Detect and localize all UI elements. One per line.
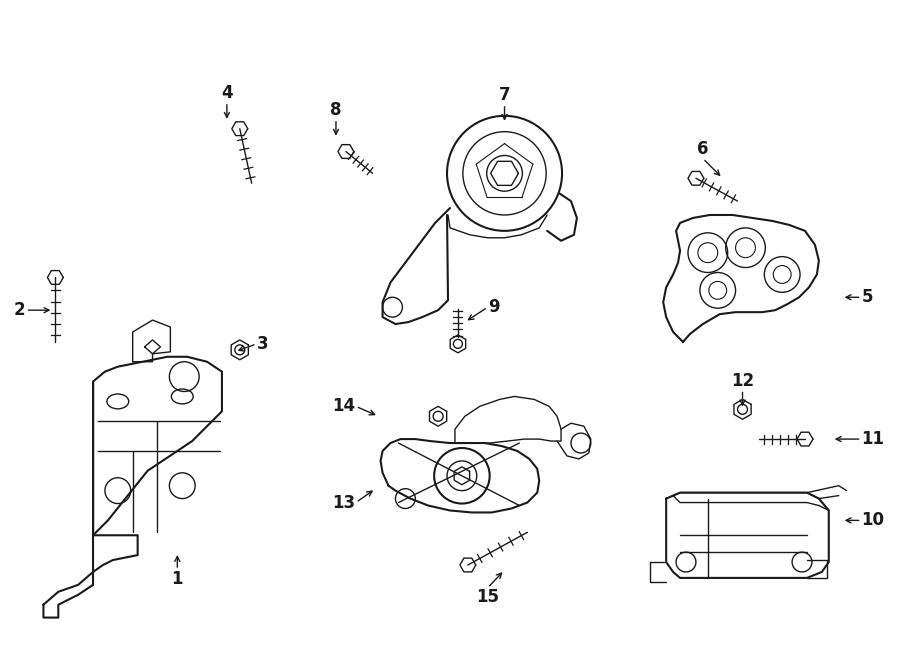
Text: 2: 2 (14, 301, 25, 319)
Text: 4: 4 (221, 84, 233, 102)
Text: 8: 8 (330, 101, 342, 118)
Text: 6: 6 (698, 140, 708, 158)
Text: 9: 9 (488, 298, 500, 316)
Text: 10: 10 (861, 512, 885, 530)
Text: 11: 11 (861, 430, 885, 448)
Text: 1: 1 (172, 570, 183, 588)
Text: 7: 7 (499, 86, 510, 104)
Text: 12: 12 (731, 371, 754, 389)
Text: 13: 13 (333, 494, 356, 512)
Text: 3: 3 (256, 335, 268, 353)
Text: 14: 14 (333, 397, 356, 415)
Text: 15: 15 (476, 588, 500, 606)
Text: 5: 5 (861, 288, 873, 307)
